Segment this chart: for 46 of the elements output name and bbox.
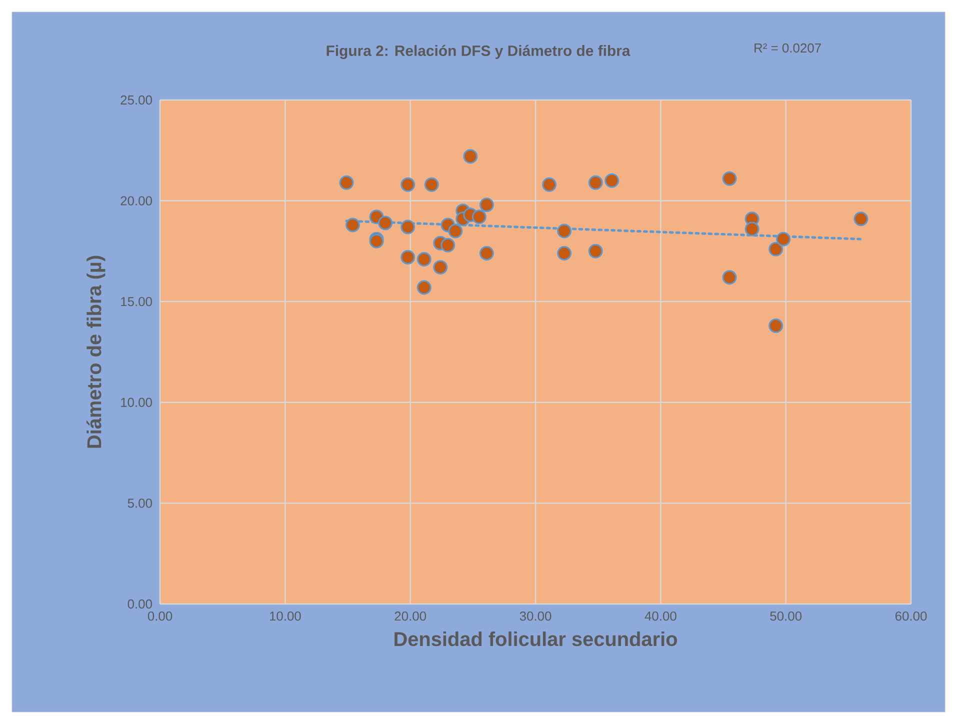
y-tick-label: 10.00 (121, 398, 152, 407)
point (448, 224, 463, 238)
x-axis-title: Densidad folicular secundario (394, 632, 677, 646)
y-tick-label: 20.00 (120, 196, 152, 206)
point (400, 250, 416, 264)
y-tick-label: 15.00 (121, 296, 152, 306)
x-tick-label: 10.00 (270, 612, 301, 621)
point (768, 242, 784, 256)
y-axis-title: Diámetro de fibra (µ) (86, 256, 106, 448)
point (424, 177, 439, 192)
x-tick-label: 50.00 (770, 612, 802, 621)
x-tick-label: 60.00 (895, 612, 927, 621)
point (416, 252, 432, 266)
point (479, 198, 494, 212)
point (557, 246, 572, 260)
point (854, 212, 868, 226)
y-tick-label: 25.00 (120, 95, 152, 105)
x-tick-label: 30.00 (520, 612, 552, 621)
y-tick-label: 0.00 (128, 599, 152, 609)
point (479, 246, 494, 260)
point (588, 244, 603, 258)
point (440, 238, 456, 252)
point (768, 318, 784, 334)
point (722, 171, 737, 186)
text: R² = 0.0207 (754, 43, 821, 53)
point (339, 175, 354, 190)
point (378, 216, 393, 230)
point (416, 280, 432, 295)
point (433, 260, 448, 275)
point (472, 210, 486, 224)
x-tick-label: 0.00 (148, 612, 172, 621)
point (744, 222, 760, 236)
point (463, 149, 478, 164)
point (588, 175, 603, 190)
point (776, 232, 791, 246)
point (557, 224, 572, 238)
x-tick-label: 20.00 (394, 612, 426, 621)
point (400, 220, 416, 234)
point (604, 173, 620, 188)
point (346, 218, 360, 232)
y-tick-label: 5.00 (128, 498, 152, 508)
point (722, 270, 737, 285)
chart-title: Figura 2: Relación DFS y Diámetro de fibra (326, 44, 630, 60)
point (400, 177, 416, 192)
x-tick-label: 40.00 (644, 612, 676, 621)
point (542, 177, 557, 192)
